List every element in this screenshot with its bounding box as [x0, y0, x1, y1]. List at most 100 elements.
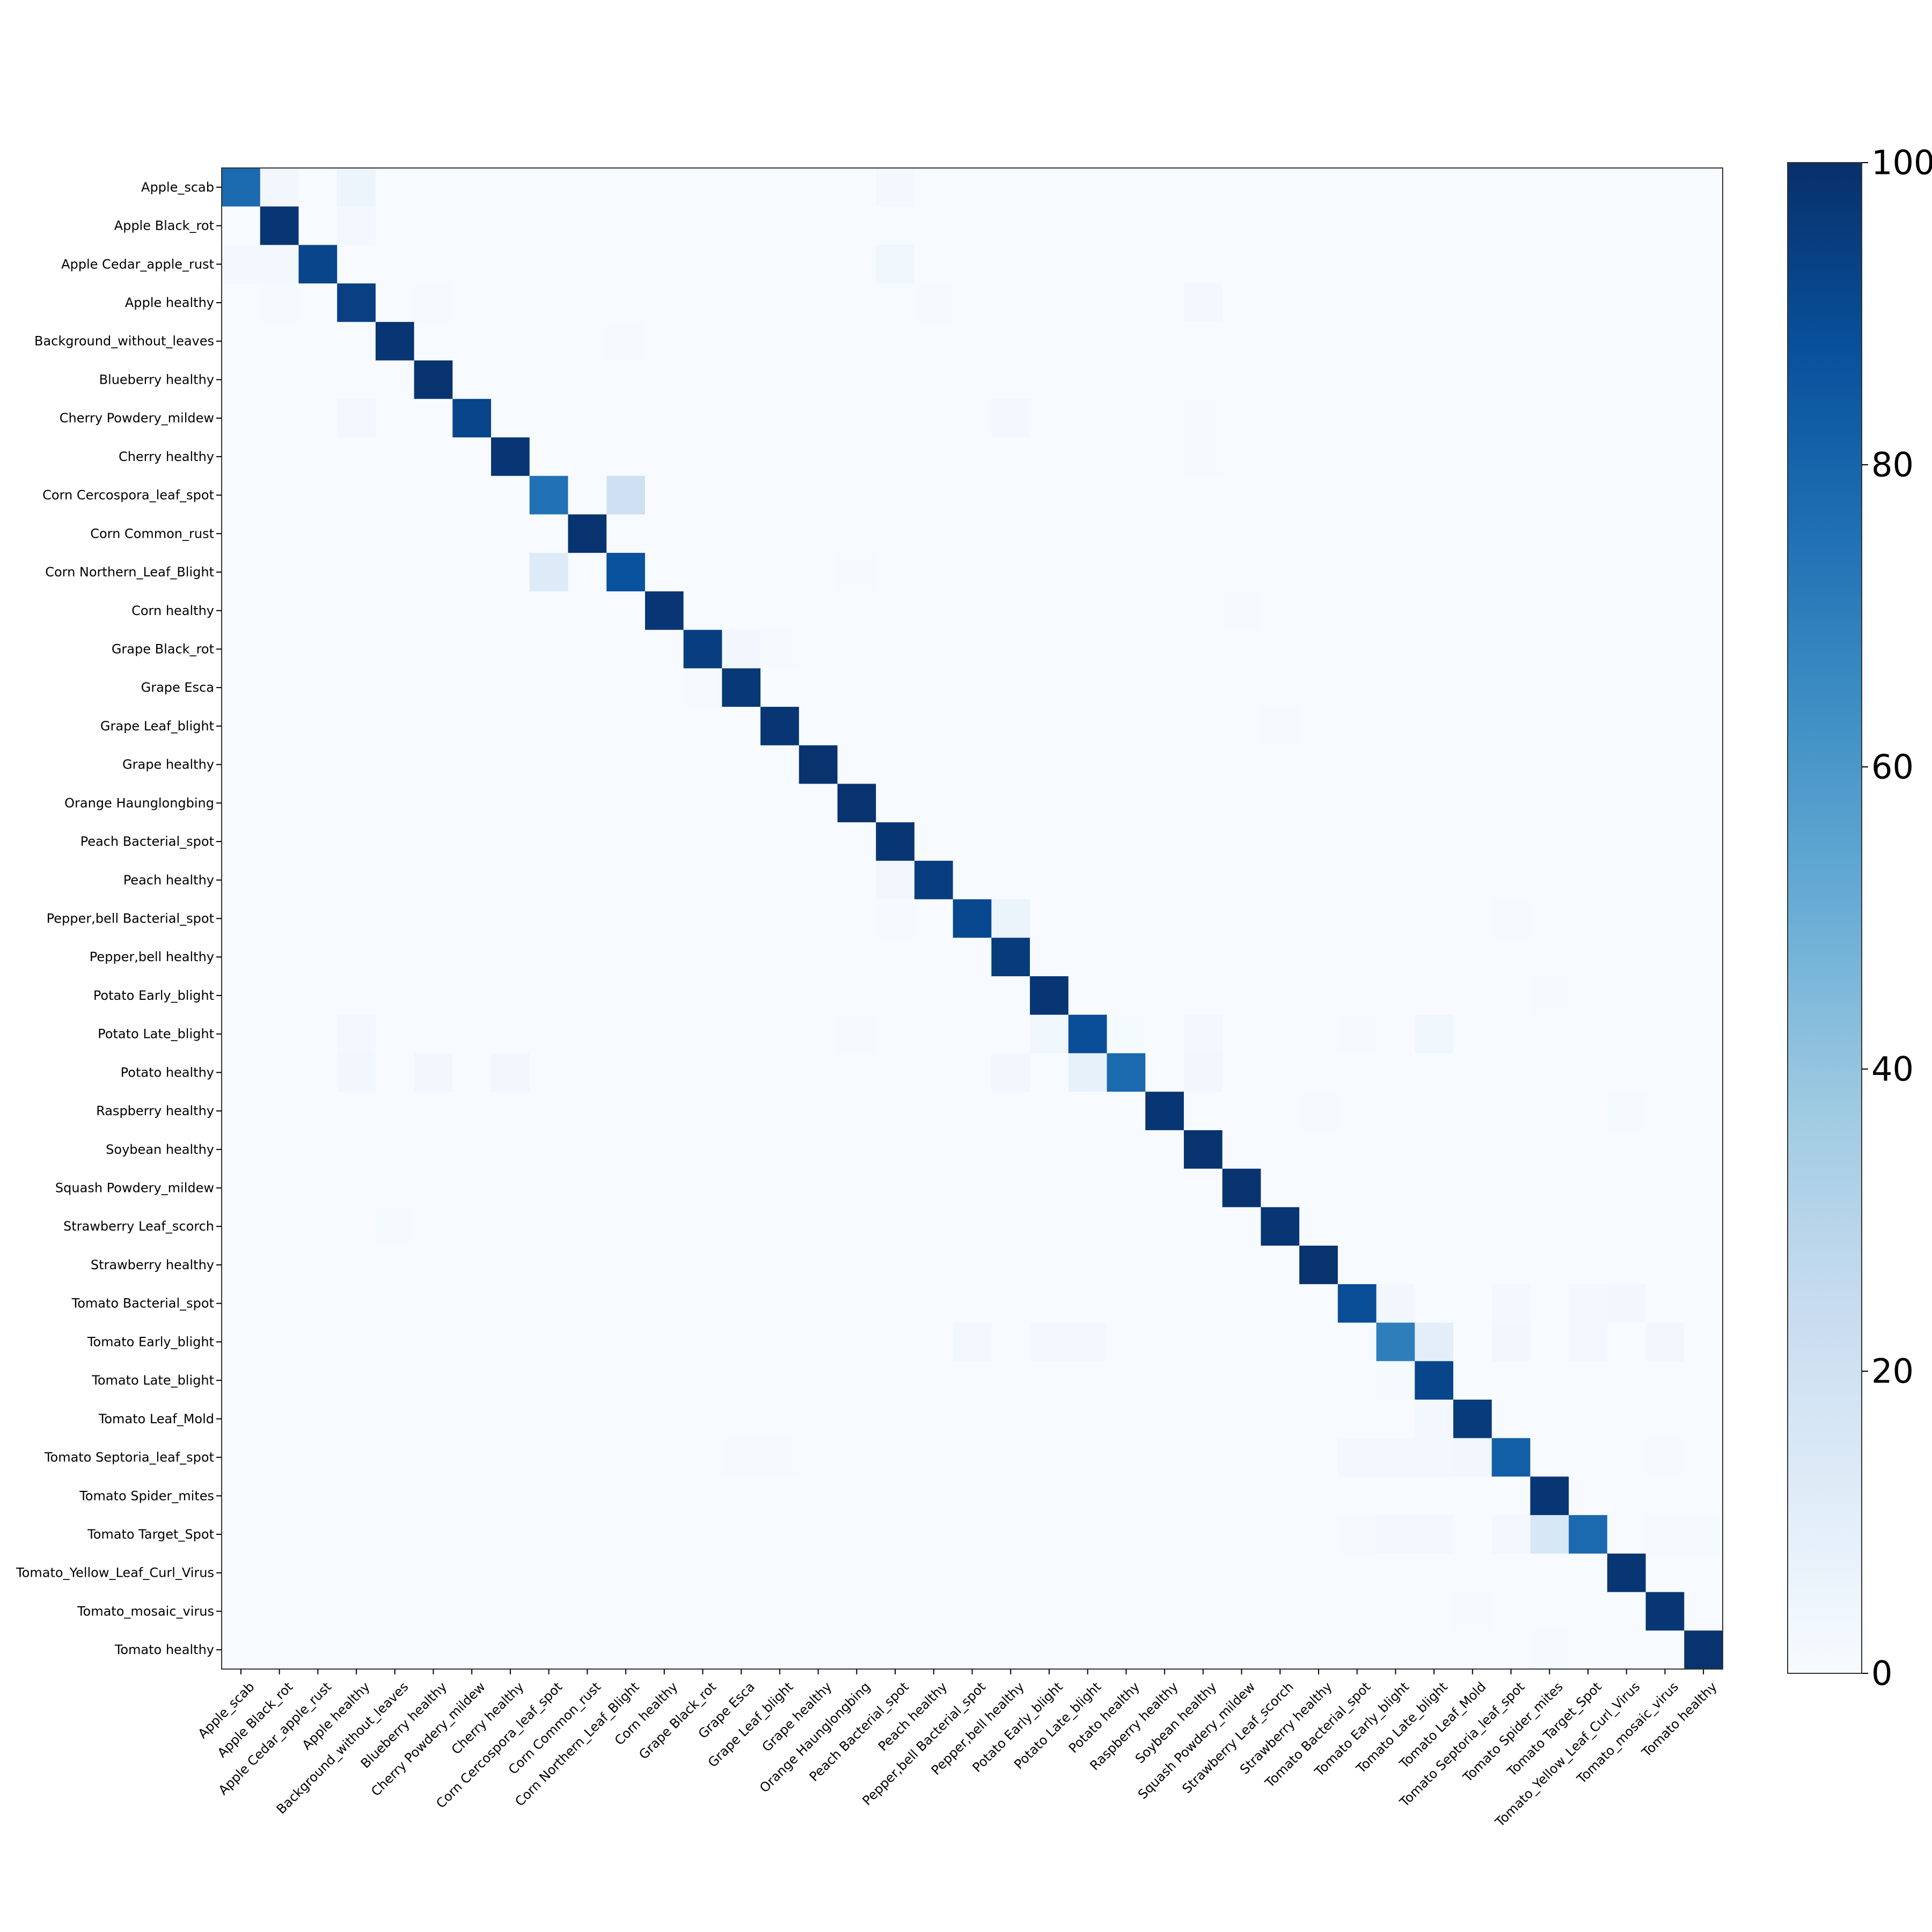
heatmap-cell: [452, 630, 492, 669]
heatmap-cell: [1415, 1476, 1454, 1516]
heatmap-cell: [1569, 1207, 1608, 1246]
heatmap-cell: [914, 1246, 954, 1285]
heatmap-cell: [414, 1246, 453, 1285]
heatmap-cell: [529, 1361, 569, 1400]
heatmap-cell: [1415, 1207, 1454, 1246]
heatmap-cell: [1183, 475, 1223, 515]
heatmap-cell: [222, 1438, 261, 1477]
heatmap-cell: [1645, 1438, 1685, 1477]
heatmap-cell: [683, 360, 722, 399]
heatmap-cell: [1684, 938, 1723, 977]
heatmap-cell: [1453, 1092, 1492, 1131]
heatmap-cell: [914, 1592, 954, 1631]
heatmap-cell: [491, 1014, 530, 1054]
heatmap-cell: [1337, 206, 1377, 246]
heatmap-cell: [1530, 707, 1569, 746]
heatmap-cell: [298, 1014, 338, 1054]
heatmap-cell: [1222, 283, 1261, 323]
heatmap-cell: [1684, 591, 1723, 631]
heatmap-cell: [337, 591, 376, 631]
heatmap-cell: [375, 1399, 415, 1439]
heatmap-cell: [529, 1476, 569, 1516]
heatmap-cell: [1261, 475, 1300, 515]
heatmap-cell: [1337, 1322, 1377, 1362]
heatmap-cell: [683, 899, 722, 938]
heatmap-cell: [1030, 668, 1069, 707]
heatmap-cell: [1299, 1399, 1338, 1439]
heatmap-cell: [953, 475, 992, 515]
heatmap-cell: [1530, 553, 1569, 592]
heatmap-cell: [260, 1476, 299, 1516]
heatmap-cell: [1453, 1322, 1492, 1362]
heatmap-cell: [914, 399, 954, 438]
heatmap-cell: [760, 630, 800, 669]
heatmap-cell: [568, 1284, 607, 1323]
heatmap-cell: [1145, 437, 1184, 477]
heatmap-cell: [876, 784, 915, 823]
heatmap-cell: [1645, 1092, 1685, 1131]
heatmap-cell: [1376, 745, 1415, 785]
heatmap-cell: [1645, 1322, 1685, 1362]
heatmap-cell: [222, 1592, 261, 1631]
heatmap-cell: [645, 668, 684, 707]
heatmap-cell: [1337, 1092, 1377, 1131]
heatmap-cell: [1107, 1361, 1146, 1400]
heatmap-cell: [529, 822, 569, 861]
heatmap-cell: [876, 630, 915, 669]
heatmap-cell: [1569, 514, 1608, 553]
heatmap-cell: [1530, 1014, 1569, 1054]
heatmap-cell: [1415, 860, 1454, 900]
y-tick-label: Apple Cedar_apple_rust: [61, 257, 214, 272]
heatmap-cell: [1530, 1553, 1569, 1593]
heatmap-cell: [799, 1092, 838, 1131]
heatmap-cell: [645, 1592, 684, 1631]
heatmap-cell: [1337, 1476, 1377, 1516]
heatmap-cell: [1569, 860, 1608, 900]
heatmap-cell: [1607, 668, 1646, 707]
heatmap-cell: [760, 745, 800, 785]
heatmap-cell: [645, 245, 684, 284]
heatmap-cell: [991, 1207, 1030, 1246]
heatmap-cell: [222, 475, 261, 515]
heatmap-cell: [722, 1553, 761, 1593]
heatmap-cell: [1491, 1207, 1531, 1246]
heatmap-cell: [876, 321, 915, 361]
heatmap-cell: [760, 283, 800, 323]
heatmap-cell: [375, 976, 415, 1015]
heatmap-cell: [1684, 168, 1723, 207]
heatmap-cell: [1107, 630, 1146, 669]
heatmap-cell: [1183, 899, 1223, 938]
heatmap-cell: [722, 822, 761, 861]
x-tick-label: Peach healthy: [875, 1679, 950, 1754]
heatmap-cell: [568, 1515, 607, 1554]
heatmap-cell: [1261, 1476, 1300, 1516]
heatmap-cell: [414, 976, 453, 1015]
heatmap-cell: [799, 1246, 838, 1285]
heatmap-cell: [1183, 168, 1223, 207]
heatmap-cell: [1645, 976, 1685, 1015]
heatmap-cell: [1145, 1246, 1184, 1285]
heatmap-cell: [1145, 1476, 1184, 1516]
heatmap-cell: [1299, 399, 1338, 438]
heatmap-cell: [1415, 399, 1454, 438]
heatmap-cell: [491, 168, 530, 207]
heatmap-cell: [1607, 1207, 1646, 1246]
heatmap-cell: [760, 1438, 800, 1477]
heatmap-cell: [222, 245, 261, 284]
heatmap-cell: [1261, 245, 1300, 284]
heatmap-cell: [1261, 784, 1300, 823]
heatmap-cell: [222, 591, 261, 631]
heatmap-cell: [876, 1207, 915, 1246]
heatmap-cell: [1030, 1630, 1069, 1670]
heatmap-cell: [1030, 591, 1069, 631]
heatmap-cell: [606, 1322, 646, 1362]
heatmap-cell: [991, 553, 1030, 592]
heatmap-cell: [375, 1092, 415, 1131]
heatmap-cell: [1645, 437, 1685, 477]
heatmap-cell: [260, 976, 299, 1015]
heatmap-cell: [953, 860, 992, 900]
heatmap-cell: [1299, 1515, 1338, 1554]
heatmap-cell: [298, 899, 338, 938]
heatmap-cell: [1068, 1361, 1108, 1400]
heatmap-cell: [1645, 938, 1685, 977]
